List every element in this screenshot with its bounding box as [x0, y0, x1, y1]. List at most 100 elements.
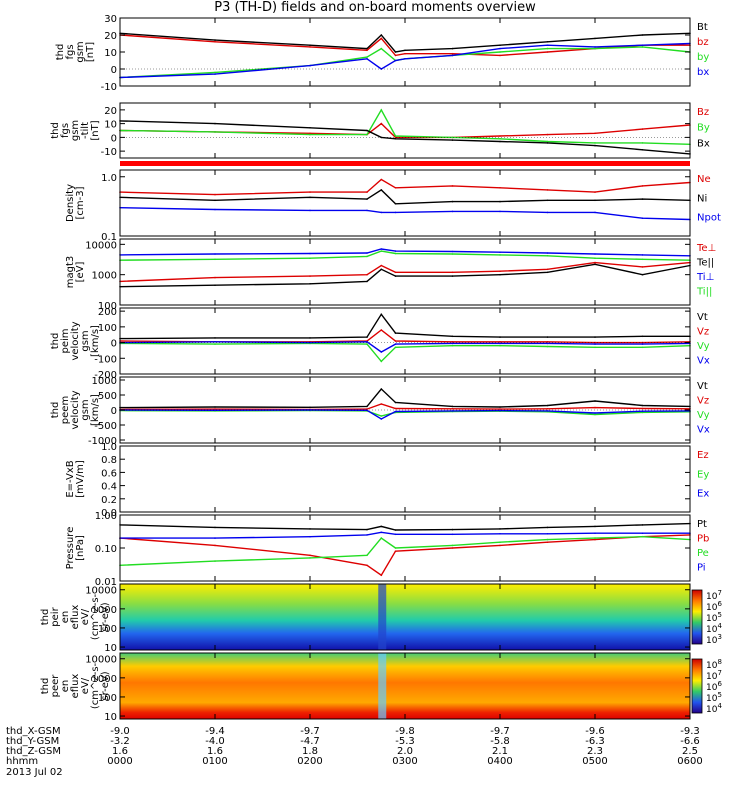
data-point — [594, 191, 596, 193]
y-axis-label: thd — [50, 333, 61, 350]
x-axis-value: 0600 — [677, 756, 702, 767]
data-point — [366, 280, 368, 283]
data-point — [499, 140, 501, 143]
data-point — [214, 337, 216, 339]
data-point — [394, 138, 397, 140]
y-axis-label: en — [60, 611, 71, 624]
data-point — [380, 415, 383, 417]
data-point — [214, 131, 216, 133]
data-point — [546, 255, 549, 257]
y-axis-label: sr-eV) — [100, 602, 111, 631]
data-point — [499, 254, 501, 256]
y-tick-label: 10 — [104, 48, 117, 59]
data-point — [380, 351, 383, 353]
data-point — [214, 526, 216, 529]
data-point — [594, 261, 596, 264]
data-point — [546, 189, 549, 191]
legend-entry: Vz — [697, 327, 709, 338]
data-point — [394, 410, 397, 413]
data-point — [214, 258, 216, 261]
data-point — [641, 524, 644, 526]
data-point — [366, 343, 368, 345]
data-point — [594, 532, 596, 534]
data-point — [594, 144, 596, 147]
colorbar — [691, 658, 703, 714]
y-tick-label: 1000 — [92, 605, 117, 616]
data-point — [594, 343, 596, 345]
series-line-Ne — [119, 178, 691, 196]
y-tick-label: 0 — [111, 339, 117, 350]
series-line-by — [119, 46, 691, 79]
y-tick-label: -100 — [94, 354, 117, 365]
legend-entry: Vx — [697, 356, 710, 367]
data-point — [214, 341, 216, 343]
x-axis-value: -9.0 — [110, 726, 130, 737]
data-point — [641, 266, 644, 268]
y-tick-label: 10000 — [85, 240, 117, 251]
y-tick-label: 0.1 — [101, 232, 117, 243]
y-axis-label: [mV/m] — [75, 460, 86, 498]
data-point — [309, 337, 311, 339]
y-axis-label: thd — [40, 609, 51, 626]
legend-entry: Te⊥ — [696, 243, 716, 254]
legend-entry: bx — [697, 67, 709, 78]
y-axis-label: Density — [65, 184, 76, 222]
x-axis-value: 0100 — [202, 756, 227, 767]
y-axis-label: gsm — [75, 41, 86, 62]
data-point — [394, 343, 397, 345]
y-axis-label: eV/ — [80, 608, 91, 625]
data-point — [394, 59, 397, 62]
series-line-Pt — [119, 522, 691, 531]
y-tick-label: 100 — [98, 693, 117, 704]
data-point — [451, 136, 454, 139]
legend-entry: Te|| — [696, 258, 714, 269]
data-point — [546, 342, 549, 345]
series-line-Vt — [119, 313, 690, 340]
x-axis-value: 2.5 — [682, 746, 698, 757]
spectrogram-image — [120, 584, 690, 650]
series-line-Vy — [119, 342, 691, 363]
data-point — [380, 537, 383, 539]
data-point — [404, 52, 406, 55]
data-point — [394, 275, 397, 277]
data-point — [214, 560, 216, 562]
data-point — [594, 46, 596, 48]
x-axis-value: -9.6 — [585, 726, 605, 737]
y-axis-label: peir — [50, 606, 61, 626]
data-point — [451, 547, 454, 549]
legend-entry: Pi — [697, 563, 706, 574]
data-point — [546, 526, 549, 529]
data-point — [451, 185, 454, 187]
data-point — [594, 346, 596, 349]
data-point — [366, 47, 368, 50]
y-axis-label: (cm^2-s- — [90, 593, 101, 640]
y-axis-label: [km/s] — [90, 394, 101, 426]
data-point — [546, 541, 549, 543]
panel-frame — [119, 445, 691, 513]
data-point — [594, 257, 596, 260]
data-point — [394, 271, 397, 274]
y-tick-label: -500 — [94, 421, 117, 432]
legend-entry: bz — [697, 37, 709, 48]
y-axis-label: velocity — [70, 321, 81, 360]
y-tick-label: -200 — [94, 370, 117, 381]
x-axis-value: -9.8 — [395, 726, 415, 737]
x-axis-value: -5.8 — [490, 736, 510, 747]
legend-entry: Npot — [697, 213, 721, 224]
data-point — [499, 187, 501, 189]
data-point — [451, 405, 454, 408]
data-point — [366, 252, 368, 254]
data-point — [309, 252, 311, 255]
data-point — [499, 138, 501, 140]
legend-entry: Pt — [697, 519, 707, 530]
data-point — [380, 248, 383, 250]
series-line-Pb — [119, 534, 691, 577]
y-axis-label: eflux — [70, 674, 81, 699]
data-point — [499, 200, 501, 203]
x-axis-row-label: 2013 Jul 02 — [6, 767, 63, 778]
data-point — [394, 332, 397, 334]
spectrogram-event — [378, 584, 387, 650]
y-tick-label: 1000 — [92, 674, 117, 685]
x-axis-value: 1.6 — [112, 746, 128, 757]
chart-title: P3 (TH-D) fields and on-board moments ov… — [214, 0, 536, 15]
